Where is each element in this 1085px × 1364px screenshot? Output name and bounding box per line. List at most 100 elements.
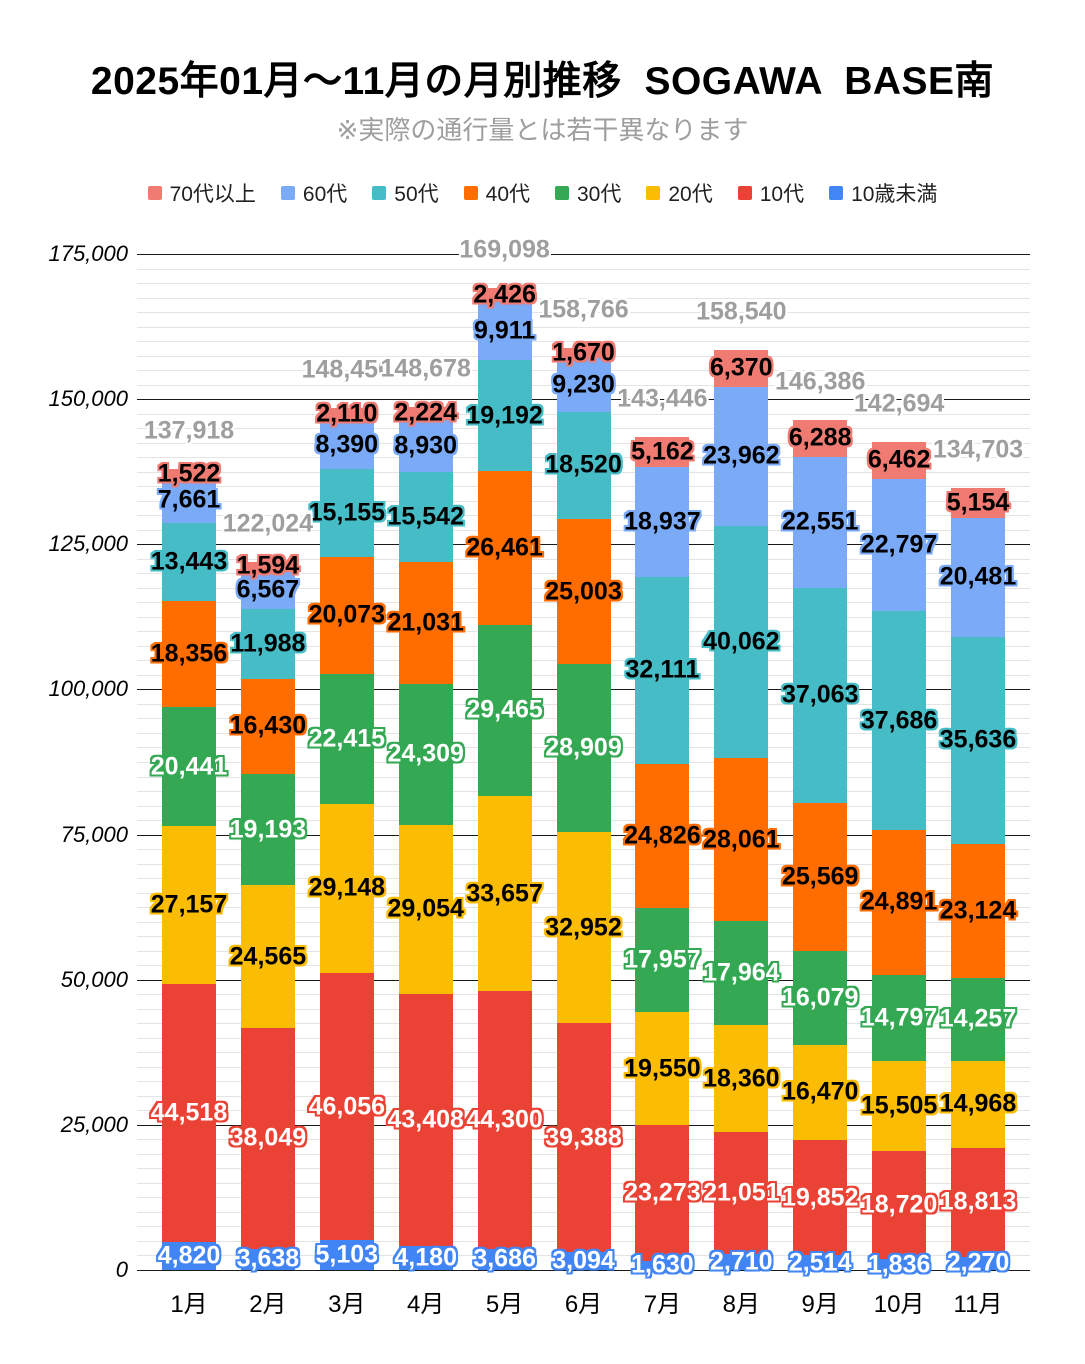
bar-seg-m9-70plus[interactable]	[793, 420, 848, 457]
bar-seg-m1-70plus[interactable]	[162, 469, 216, 479]
bar-seg-m5-40s[interactable]	[477, 471, 532, 625]
bar-seg-m10-20s[interactable]	[872, 1060, 927, 1151]
bar-label-m4-50s: 15,542	[387, 502, 464, 531]
bar-seg-m7-40s[interactable]	[635, 763, 690, 908]
bar-seg-m10-30s[interactable]	[872, 974, 927, 1061]
bar-seg-m5-60s[interactable]	[477, 302, 532, 360]
bar-seg-m2-30s[interactable]	[240, 773, 295, 886]
bar-seg-m9-30s[interactable]	[793, 951, 848, 1045]
bar-seg-m4-60s[interactable]	[398, 419, 453, 472]
legend-item-70plus[interactable]: 70代以上	[147, 178, 256, 208]
bar-seg-m5-under10[interactable]	[477, 1248, 532, 1270]
bar-seg-m1-under10[interactable]	[162, 1242, 216, 1270]
legend-item-50s[interactable]: 50代	[372, 178, 439, 208]
legend-item-60s[interactable]: 60代	[280, 178, 347, 208]
bar-seg-m8-20s[interactable]	[714, 1025, 769, 1133]
legend-item-40s[interactable]: 40代	[463, 178, 530, 208]
bar-seg-m3-20s[interactable]	[319, 803, 374, 973]
bar-seg-m11-20s[interactable]	[951, 1060, 1005, 1148]
bar-seg-m6-10s[interactable]	[556, 1023, 611, 1253]
bar-seg-m3-10s[interactable]	[319, 973, 374, 1241]
bar-seg-m11-10s[interactable]	[951, 1147, 1005, 1257]
bar-seg-m4-10s[interactable]	[398, 993, 453, 1246]
bar-seg-m6-60s[interactable]	[556, 357, 611, 412]
bar-seg-m6-under10[interactable]	[556, 1252, 611, 1270]
bar-seg-m11-60s[interactable]	[951, 517, 1005, 637]
bar-seg-m2-40s[interactable]	[240, 678, 295, 774]
legend-item-10s[interactable]: 10代	[737, 178, 804, 208]
bar-seg-m7-10s[interactable]	[635, 1125, 690, 1261]
bar-seg-m3-50s[interactable]	[319, 469, 374, 558]
bar-seg-m8-50s[interactable]	[714, 525, 769, 759]
legend-item-20s[interactable]: 20代	[646, 178, 713, 208]
bar-seg-m8-70plus[interactable]	[714, 349, 769, 387]
bar-seg-m3-30s[interactable]	[319, 673, 374, 804]
bar-seg-m11-under10[interactable]	[951, 1256, 1005, 1270]
bar-seg-m5-50s[interactable]	[477, 359, 532, 472]
bar-seg-m4-30s[interactable]	[398, 683, 453, 826]
legend-swatch-under10	[829, 186, 844, 200]
bar-seg-m1-60s[interactable]	[162, 478, 216, 523]
bar-seg-m7-20s[interactable]	[635, 1011, 690, 1126]
bar-seg-m6-30s[interactable]	[556, 664, 611, 833]
bar-seg-m1-30s[interactable]	[162, 707, 216, 826]
bar-seg-m10-60s[interactable]	[872, 479, 927, 612]
bar-seg-m1-20s[interactable]	[162, 825, 216, 984]
bar-seg-m1-50s[interactable]	[162, 522, 216, 601]
bar-seg-m5-70plus[interactable]	[477, 288, 532, 303]
bar-seg-m5-20s[interactable]	[477, 796, 532, 992]
bar-seg-m2-60s[interactable]	[240, 570, 295, 609]
bar-seg-m10-40s[interactable]	[872, 830, 927, 975]
bar-seg-m8-30s[interactable]	[714, 921, 769, 1026]
bar-seg-m2-20s[interactable]	[240, 885, 295, 1028]
bar-seg-m3-60s[interactable]	[319, 420, 374, 470]
bar-seg-m5-10s[interactable]	[477, 991, 532, 1249]
bar-seg-m7-under10[interactable]	[635, 1260, 690, 1270]
bar-seg-m10-50s[interactable]	[872, 611, 927, 831]
bar-seg-m11-40s[interactable]	[951, 843, 1005, 978]
bar-seg-m6-20s[interactable]	[556, 832, 611, 1024]
bar-seg-m5-30s[interactable]	[477, 624, 532, 797]
bar-seg-m11-70plus[interactable]	[951, 487, 1005, 518]
legend-item-under10[interactable]: 10歳未満	[829, 178, 937, 208]
bar-seg-m7-30s[interactable]	[635, 907, 690, 1012]
bar-seg-m3-40s[interactable]	[319, 557, 374, 674]
bar-seg-m3-70plus[interactable]	[319, 408, 374, 421]
bar-seg-m1-40s[interactable]	[162, 600, 216, 708]
bar-seg-m3-under10[interactable]	[319, 1240, 374, 1270]
bar-seg-m2-under10[interactable]	[240, 1248, 295, 1270]
bar-label-m7-70plus: 5,162	[631, 437, 694, 466]
bar-seg-m6-40s[interactable]	[556, 519, 611, 665]
bar-seg-m10-under10[interactable]	[872, 1259, 927, 1270]
bar-seg-m4-40s[interactable]	[398, 561, 453, 684]
bar-seg-m2-50s[interactable]	[240, 608, 295, 679]
bar-seg-m6-70plus[interactable]	[556, 348, 611, 358]
bar-seg-m11-30s[interactable]	[951, 977, 1005, 1061]
bar-seg-m8-10s[interactable]	[714, 1132, 769, 1255]
bar-seg-m4-50s[interactable]	[398, 471, 453, 562]
bar-seg-m9-10s[interactable]	[793, 1140, 848, 1256]
bar-seg-m7-50s[interactable]	[635, 577, 690, 764]
bar-seg-m9-40s[interactable]	[793, 802, 848, 952]
bar-label-m2-under10: 3,638	[236, 1244, 300, 1273]
bar-seg-m9-60s[interactable]	[793, 456, 848, 588]
bar-seg-m9-50s[interactable]	[793, 587, 848, 803]
legend-item-30s[interactable]: 30代	[555, 178, 621, 208]
bar-seg-m4-under10[interactable]	[398, 1245, 453, 1270]
bar-seg-m1-10s[interactable]	[162, 983, 216, 1243]
bar-seg-m4-20s[interactable]	[398, 825, 453, 994]
bar-seg-m9-20s[interactable]	[793, 1044, 848, 1141]
bar-seg-m2-10s[interactable]	[240, 1028, 295, 1249]
bar-seg-m6-50s[interactable]	[556, 411, 611, 520]
bar-seg-m11-50s[interactable]	[951, 636, 1005, 844]
bar-seg-m10-70plus[interactable]	[872, 441, 927, 480]
bar-seg-m7-70plus[interactable]	[635, 437, 690, 468]
bar-seg-m8-60s[interactable]	[714, 386, 769, 526]
bar-seg-m2-70plus[interactable]	[240, 561, 295, 571]
bar-seg-m8-under10[interactable]	[714, 1254, 769, 1270]
bar-seg-m10-10s[interactable]	[872, 1150, 927, 1260]
bar-seg-m8-40s[interactable]	[714, 758, 769, 922]
bar-seg-m7-60s[interactable]	[635, 467, 690, 578]
bar-seg-m9-under10[interactable]	[793, 1255, 848, 1270]
bar-seg-m4-70plus[interactable]	[398, 406, 453, 420]
